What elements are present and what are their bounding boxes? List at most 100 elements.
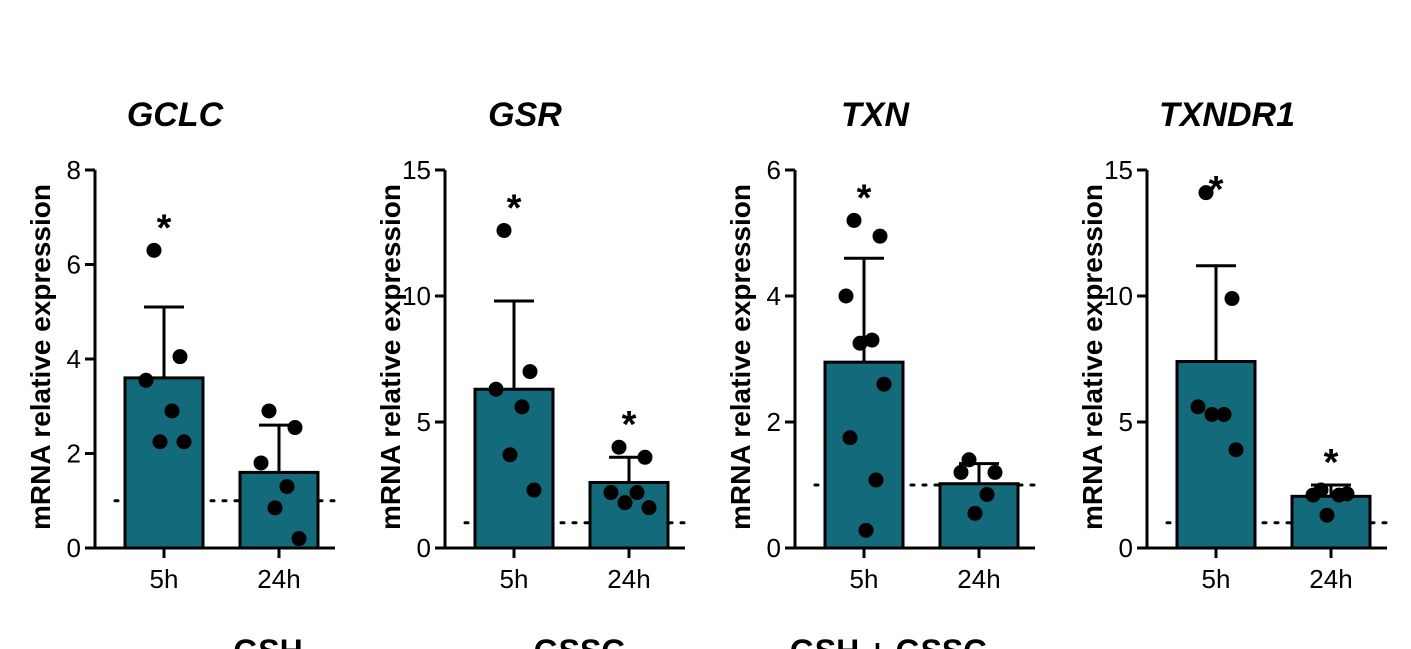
bar-group-5h: * 5h xyxy=(473,187,555,594)
bar-5h xyxy=(473,387,555,550)
bottom-row-titles: GSH GSSG GSH + GSSG xyxy=(233,633,988,649)
y-tick-label: 6 xyxy=(67,250,81,280)
panel-gsr: GSR mRNA relative expression * 5h * 24h 0 5 10 15 xyxy=(375,96,691,594)
data-point xyxy=(858,522,874,538)
bar-group-5h: * 5h xyxy=(123,207,205,594)
data-point xyxy=(961,452,977,468)
data-point xyxy=(868,472,884,488)
data-point xyxy=(146,242,162,258)
data-point xyxy=(526,482,542,498)
data-point xyxy=(852,335,868,351)
y-tick-label: 0 xyxy=(767,533,781,563)
y-tick-label: 2 xyxy=(767,407,781,437)
y-tick-label: 0 xyxy=(67,533,81,563)
data-point xyxy=(291,531,307,547)
panel-gclc: GCLC mRNA relative expression * 5h 24h 0 2 4 6 8 xyxy=(25,96,341,594)
y-axis-label: mRNA relative expression xyxy=(375,184,406,530)
bar-5h xyxy=(823,360,905,550)
y-axis-label: mRNA relative expression xyxy=(25,184,56,530)
data-point xyxy=(864,332,880,348)
x-tick-label: 24h xyxy=(957,564,1000,594)
y-axis-label: mRNA relative expression xyxy=(1077,184,1108,530)
bottom-title-gsh-gssg: GSH + GSSG xyxy=(790,633,988,649)
x-tick-label: 5h xyxy=(850,564,879,594)
data-point xyxy=(164,403,180,419)
data-point xyxy=(522,364,538,380)
significance-marker: * xyxy=(857,177,872,219)
data-point xyxy=(1331,487,1347,503)
data-point xyxy=(261,403,277,419)
data-point xyxy=(1216,406,1232,422)
bar-group-5h: * 5h xyxy=(823,177,905,594)
data-point xyxy=(279,479,295,495)
data-point xyxy=(629,485,645,501)
data-point xyxy=(1204,406,1220,422)
x-tick-label: 5h xyxy=(150,564,179,594)
data-point xyxy=(1228,442,1244,458)
data-point xyxy=(502,447,518,463)
y-axis-label: mRNA relative expression xyxy=(725,184,756,530)
y-tick-label: 10 xyxy=(1104,281,1133,311)
data-point xyxy=(1319,507,1335,523)
y-tick-label: 2 xyxy=(67,439,81,469)
y-tick-label: 4 xyxy=(767,281,781,311)
bar-24h xyxy=(588,480,670,550)
y-tick-label: 0 xyxy=(417,533,431,563)
data-point xyxy=(253,455,269,471)
bar-group-24h: 24h xyxy=(938,452,1020,594)
bottom-title-gsh: GSH xyxy=(233,633,302,649)
panel-title: TXNDR1 xyxy=(1159,96,1295,134)
bar-5h xyxy=(1175,360,1257,550)
data-point xyxy=(152,434,168,450)
data-point xyxy=(641,500,657,516)
data-point xyxy=(176,434,192,450)
data-point xyxy=(267,500,283,516)
significance-marker: * xyxy=(1209,169,1224,211)
data-point xyxy=(287,420,303,436)
data-point xyxy=(138,372,154,388)
x-tick-label: 24h xyxy=(607,564,650,594)
data-point xyxy=(488,381,504,397)
data-point xyxy=(496,222,512,238)
panel-txndr1: TXNDR1 mRNA relative expression * 5h * 24h 0 5 1… xyxy=(1077,96,1393,594)
data-point xyxy=(514,399,530,415)
y-tick-label: 0 xyxy=(1119,533,1133,563)
x-tick-label: 24h xyxy=(1309,564,1352,594)
panel-title: TXN xyxy=(841,96,910,134)
data-point xyxy=(1224,291,1240,307)
data-point xyxy=(1198,185,1214,201)
data-point xyxy=(846,212,862,228)
significance-marker: * xyxy=(507,187,522,229)
y-tick-label: 6 xyxy=(767,155,781,185)
data-point xyxy=(987,464,1003,480)
data-point xyxy=(872,228,888,244)
data-point xyxy=(617,495,633,511)
panel-txn: TXN mRNA relative expression * 5h 24h 0 2 4 6 xyxy=(725,96,1041,594)
panel-title: GSR xyxy=(488,96,562,134)
data-point xyxy=(172,349,188,365)
data-point xyxy=(611,439,627,455)
x-tick-label: 5h xyxy=(500,564,529,594)
bar-24h xyxy=(1290,494,1372,550)
y-tick-label: 5 xyxy=(417,407,431,437)
bar-group-5h: * 5h xyxy=(1175,169,1257,594)
data-point xyxy=(1190,399,1206,415)
bar-group-24h: * 24h xyxy=(1290,442,1372,594)
data-point xyxy=(838,288,854,304)
data-point xyxy=(637,449,653,465)
significance-marker: * xyxy=(1324,442,1339,484)
data-point xyxy=(876,376,892,392)
data-point xyxy=(953,464,969,480)
y-tick-label: 4 xyxy=(67,344,81,374)
data-point xyxy=(967,505,983,521)
bar-group-24h: * 24h xyxy=(588,404,670,594)
data-point xyxy=(842,430,858,446)
bar-group-24h: 24h xyxy=(238,403,320,594)
y-tick-label: 10 xyxy=(402,281,431,311)
x-tick-label: 5h xyxy=(1202,564,1231,594)
y-tick-label: 5 xyxy=(1119,407,1133,437)
bar-5h xyxy=(123,376,205,550)
significance-marker: * xyxy=(622,404,637,446)
